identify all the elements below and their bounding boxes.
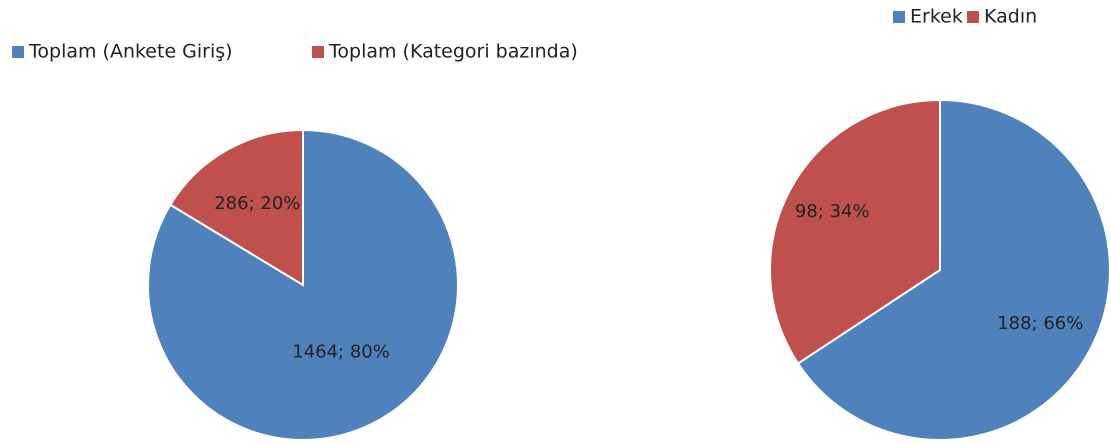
pie-slice: [796, 98, 1111, 441]
legend-label: Toplam (Ankete Giriş): [28, 41, 233, 63]
data-label: 98; 34%: [795, 201, 870, 222]
data-label: 188; 66%: [997, 313, 1083, 334]
legend-label: Kadın: [984, 6, 1037, 28]
pie-slice: [769, 98, 941, 365]
legend-swatch: [967, 11, 979, 23]
data-label: 1464; 80%: [292, 342, 390, 363]
legend-swatch: [12, 46, 24, 58]
legend-swatch: [312, 46, 324, 58]
legend-label: Toplam (Kategori bazında): [328, 41, 578, 63]
legend-swatch: [893, 11, 905, 23]
legend-label: Erkek: [910, 6, 963, 28]
pie-slice: [168, 128, 304, 287]
data-label: 286; 20%: [214, 193, 300, 214]
